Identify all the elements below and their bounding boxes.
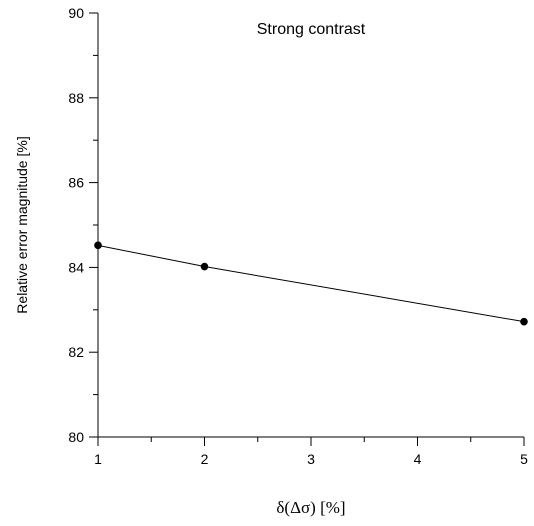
data-point	[520, 317, 528, 326]
y-tick-label: 90	[68, 5, 84, 21]
x-tick-label: 1	[94, 451, 102, 467]
data-point	[94, 241, 102, 250]
x-tick-label: 5	[520, 451, 528, 467]
y-tick-label: 88	[68, 90, 84, 106]
y-tick-label: 86	[68, 175, 84, 191]
axes	[97, 13, 524, 438]
data-point	[200, 262, 209, 271]
y-tick-label: 82	[68, 344, 84, 360]
series-layer	[94, 241, 528, 326]
x-axis-label: δ(Δσ) [%]	[276, 498, 345, 517]
x-tick-label: 2	[201, 451, 209, 467]
y-axis-label: Relative error magnitude [%]	[14, 136, 30, 313]
x-ticks: 1 2 3 4 5	[94, 437, 528, 467]
y-tick-label: 80	[68, 429, 84, 445]
x-tick-label: 3	[307, 451, 315, 467]
x-tick-label: 4	[414, 451, 422, 467]
y-tick-label: 84	[68, 259, 84, 275]
series-line	[97, 244, 525, 323]
chart-title: Strong contrast	[257, 21, 366, 38]
y-ticks: 80 82 84 86 88 90	[68, 5, 98, 445]
